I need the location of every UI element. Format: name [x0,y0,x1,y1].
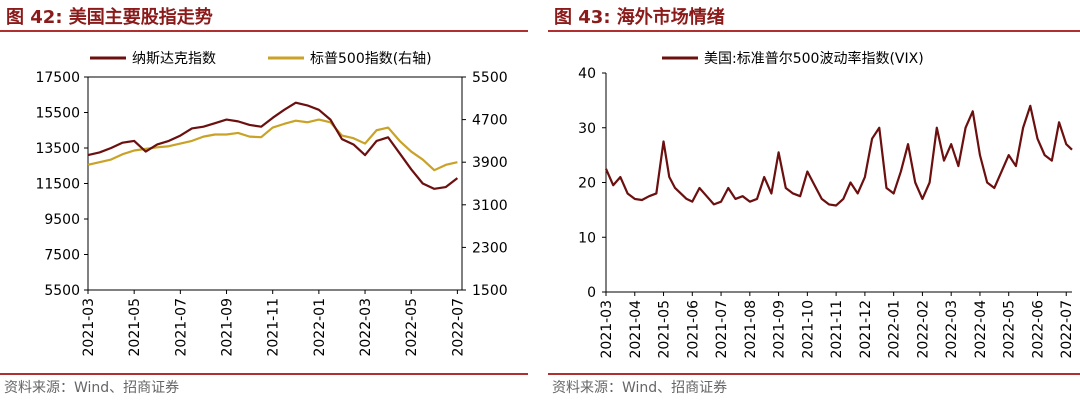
chart-legend: 美国:标准普尔500波动率指数(VIX) [662,50,924,67]
left-axis-tick-label: 11500 [35,177,80,193]
left-axis-tick-label: 17500 [35,70,80,86]
vix-panel: 图 43: 海外市场情绪 美国:标准普尔500波动率指数(VIX) 0 10 20 3… [548,0,1080,400]
right-axis-tick-label: 5500 [472,70,508,86]
y-axis-tick-label: 40 [578,66,596,82]
x-axis-tick-label: 2021-09 [772,300,788,359]
plot-frame [87,76,463,291]
x-axis-tick-label: 2021-07 [173,298,189,357]
right-axis-tick-label: 1500 [472,283,508,299]
legend-vix-label: 美国:标准普尔500波动率指数(VIX) [704,50,924,67]
x-axis-tick-label: 2021-09 [220,298,236,357]
figure-43-source: 资料来源：Wind、招商证券 [552,380,728,396]
nasdaq-sp500-panel: 图 42: 美国主要股指走势 纳斯达克指数 标普500指数(右轴) 5500 75… [0,0,528,400]
series-vix-line [604,104,1073,207]
source-divider [0,373,528,375]
x-axis-tick-label: 2021-03 [81,298,97,357]
figure-42-source: 资料来源：Wind、招商证券 [4,380,180,396]
series-sp500-line [87,118,458,172]
right-axis-tick-label: 3100 [472,198,508,214]
figure-42-title: 图 42: 美国主要股指走势 [6,7,213,28]
x-axis-tick-label: 2022-01 [312,298,328,357]
x-axis-tick-label: 2021-05 [657,300,673,359]
left-axis-tick-label: 5500 [44,283,80,299]
x-axis-tick-label: 2021-12 [858,300,874,359]
legend-sp500-label: 标普500指数(右轴) [310,51,432,67]
left-axis-tick-label: 13500 [35,141,80,157]
y-axis-tick-label: 0 [587,285,596,301]
x-axis-tick-label: 2021-08 [743,300,759,359]
legend-nasdaq-label: 纳斯达克指数 [132,51,216,67]
x-axis-tick-label: 2021-04 [628,300,644,359]
y-axis-tick-label: 10 [578,230,596,246]
x-axis-tick-label: 2022-03 [358,298,374,357]
x-axis-tick-label: 2021-11 [829,300,845,359]
x-axis-tick-label: 2022-04 [973,300,989,359]
x-axis-tick-label: 2022-05 [404,298,420,357]
title-divider [0,30,528,32]
title-divider [548,30,1080,32]
vix-line-chart: 美国:标准普尔500波动率指数(VIX) 0 10 20 30 40 2021-03 202… [578,50,1075,359]
left-axis-tick-label: 7500 [44,248,80,264]
right-axis-tick-label: 4700 [472,113,508,129]
series-nasdaq-line [87,101,459,190]
left-axis-tick-label: 15500 [35,106,80,122]
y-axis-tick-label: 20 [578,176,596,192]
x-axis-tick-label: 2021-07 [714,300,730,359]
right-axis-tick-label: 2300 [472,240,508,256]
x-axis-tick-label: 2022-07 [450,298,466,357]
x-axis-tick-label: 2021-11 [266,298,282,357]
x-axis-tick-label: 2021-10 [800,300,816,359]
x-axis-tick-label: 2022-01 [887,300,903,359]
left-axis-tick-label: 9500 [44,212,80,228]
stock-index-line-chart: 纳斯达克指数 标普500指数(右轴) 5500 7500 9500 11500 1350… [35,51,508,357]
chart-legend: 纳斯达克指数 标普500指数(右轴) [90,51,432,67]
y-axis-tick-label: 30 [578,121,596,137]
x-axis-tick-label: 2021-03 [599,300,615,359]
right-axis-tick-label: 3900 [472,155,508,171]
x-axis-tick-label: 2021-05 [127,298,143,357]
x-axis-tick-label: 2022-07 [1059,300,1075,359]
x-axis-tick-label: 2021-06 [685,300,701,359]
x-axis-tick-label: 2022-05 [1002,300,1018,359]
source-divider [548,373,1080,375]
x-axis-tick-label: 2022-03 [944,300,960,359]
x-axis-tick-label: 2022-02 [915,300,931,359]
x-axis-tick-label: 2022-06 [1030,300,1046,359]
figure-43-title: 图 43: 海外市场情绪 [554,7,725,28]
